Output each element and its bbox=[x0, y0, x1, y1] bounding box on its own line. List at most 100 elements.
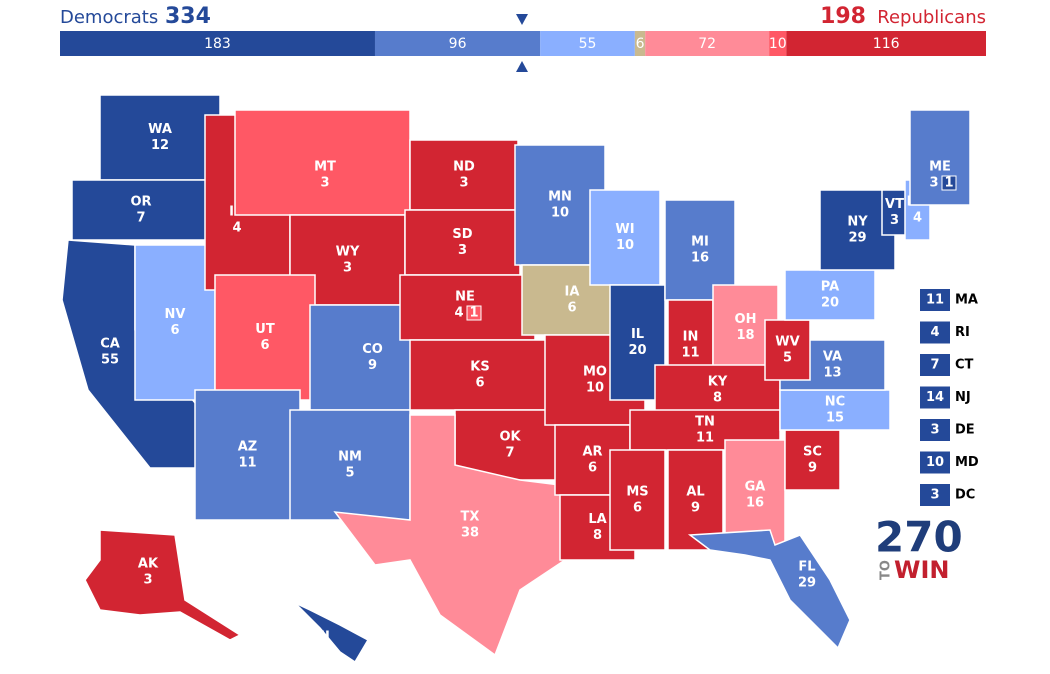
state-votes: 6 bbox=[633, 501, 642, 516]
state-abbr: FL bbox=[798, 560, 815, 575]
state-abbr: GA bbox=[745, 480, 766, 495]
state-abbr: MI bbox=[691, 235, 709, 250]
bar-label: 96 bbox=[449, 36, 467, 52]
state-abbr: NE bbox=[455, 290, 475, 305]
state-abbr: AL bbox=[686, 485, 704, 500]
state-abbr: LA bbox=[588, 512, 606, 527]
logo-number: 270 bbox=[875, 513, 963, 562]
bar-segment bbox=[769, 31, 787, 56]
state-votes: 3 bbox=[929, 176, 938, 191]
state-abbr: AK bbox=[138, 557, 159, 572]
state-abbr: KS bbox=[470, 360, 489, 375]
bar-label: 183 bbox=[204, 36, 231, 52]
dem-label: Democrats bbox=[60, 7, 158, 28]
state-abbr: TX bbox=[461, 510, 480, 525]
small-state-box bbox=[920, 354, 950, 376]
small-state-box bbox=[920, 289, 950, 311]
state-votes: 9 bbox=[368, 358, 377, 373]
small-state-votes: 4 bbox=[930, 325, 939, 340]
state-votes: 9 bbox=[808, 461, 817, 476]
state-abbr: ND bbox=[453, 160, 475, 175]
bar-segment bbox=[634, 31, 646, 56]
logo-to: TO bbox=[879, 560, 894, 580]
small-state-votes: 3 bbox=[930, 423, 939, 438]
small-state-abbr: DC bbox=[955, 488, 975, 503]
badge-votes: 1 bbox=[469, 306, 478, 321]
bar-label: 116 bbox=[873, 36, 900, 52]
small-state-abbr: MD bbox=[955, 455, 979, 470]
state-votes: 9 bbox=[691, 501, 700, 516]
state-votes: 5 bbox=[345, 466, 354, 481]
state-votes: 3 bbox=[890, 213, 899, 228]
state-abbr: MN bbox=[548, 190, 572, 205]
state bbox=[84, 529, 242, 641]
state-votes: 13 bbox=[823, 366, 841, 381]
state-abbr: IA bbox=[565, 285, 580, 300]
state-abbr: NY bbox=[847, 215, 868, 230]
state-abbr: KY bbox=[708, 375, 728, 390]
dem-total: 334 bbox=[165, 4, 211, 29]
state-votes: 3 bbox=[320, 176, 329, 191]
state-votes: 7 bbox=[136, 211, 145, 226]
state-votes: 4 bbox=[454, 306, 463, 321]
state-votes: 7 bbox=[505, 446, 514, 461]
state-abbr: NC bbox=[825, 395, 845, 410]
state-abbr: VA bbox=[823, 350, 842, 365]
state-votes: 15 bbox=[826, 411, 844, 426]
state-abbr: ME bbox=[929, 160, 951, 175]
state-votes: 8 bbox=[593, 528, 602, 543]
state-votes: 16 bbox=[691, 251, 709, 266]
state-abbr: WY bbox=[336, 245, 360, 260]
state-abbr: VT bbox=[885, 197, 904, 212]
state bbox=[99, 94, 221, 181]
state-abbr: AR bbox=[582, 445, 602, 460]
state-abbr: CA bbox=[100, 337, 120, 352]
small-state-votes: 3 bbox=[930, 488, 939, 503]
state bbox=[881, 189, 908, 236]
state-abbr: AZ bbox=[238, 440, 258, 455]
small-state-abbr: RI bbox=[955, 325, 970, 340]
state-votes: 29 bbox=[848, 231, 866, 246]
small-state-box bbox=[920, 484, 950, 506]
small-state-votes: 10 bbox=[926, 455, 944, 470]
state-votes: 6 bbox=[588, 461, 597, 476]
state-votes: 18 bbox=[736, 328, 754, 343]
small-state-votes: 7 bbox=[930, 358, 939, 373]
state bbox=[687, 529, 851, 650]
state-abbr: SD bbox=[452, 227, 472, 242]
state-votes: 11 bbox=[681, 346, 699, 361]
state-abbr: PA bbox=[821, 280, 839, 295]
state-votes: 55 bbox=[101, 353, 119, 368]
small-state-box bbox=[920, 451, 950, 474]
state-votes: 10 bbox=[586, 381, 604, 396]
state-abbr: SC bbox=[803, 445, 822, 460]
state bbox=[289, 409, 411, 521]
state bbox=[764, 319, 811, 381]
state-votes: 4 bbox=[232, 221, 241, 236]
state bbox=[609, 449, 666, 551]
bar-label: 55 bbox=[579, 36, 597, 52]
badge bbox=[941, 175, 957, 191]
state-votes: 20 bbox=[628, 343, 646, 358]
rep-total: 198 bbox=[820, 4, 866, 29]
small-state-box bbox=[920, 386, 950, 409]
state bbox=[784, 429, 841, 491]
bar-segment bbox=[645, 31, 770, 56]
state-votes: 38 bbox=[461, 526, 479, 541]
state-abbr: WV bbox=[775, 335, 799, 350]
state bbox=[333, 414, 566, 657]
state-votes: 16 bbox=[746, 496, 764, 511]
state-abbr: IL bbox=[631, 327, 644, 342]
state-abbr: MO bbox=[583, 365, 607, 380]
small-state-abbr: CT bbox=[955, 358, 974, 373]
state-abbr: NV bbox=[165, 307, 186, 322]
state-abbr: OK bbox=[499, 430, 521, 445]
state-votes: 8 bbox=[713, 391, 722, 406]
state bbox=[664, 199, 736, 301]
bar-segment bbox=[374, 31, 541, 56]
state-votes: 20 bbox=[821, 296, 839, 311]
small-state-box bbox=[920, 321, 950, 344]
state bbox=[784, 269, 876, 321]
